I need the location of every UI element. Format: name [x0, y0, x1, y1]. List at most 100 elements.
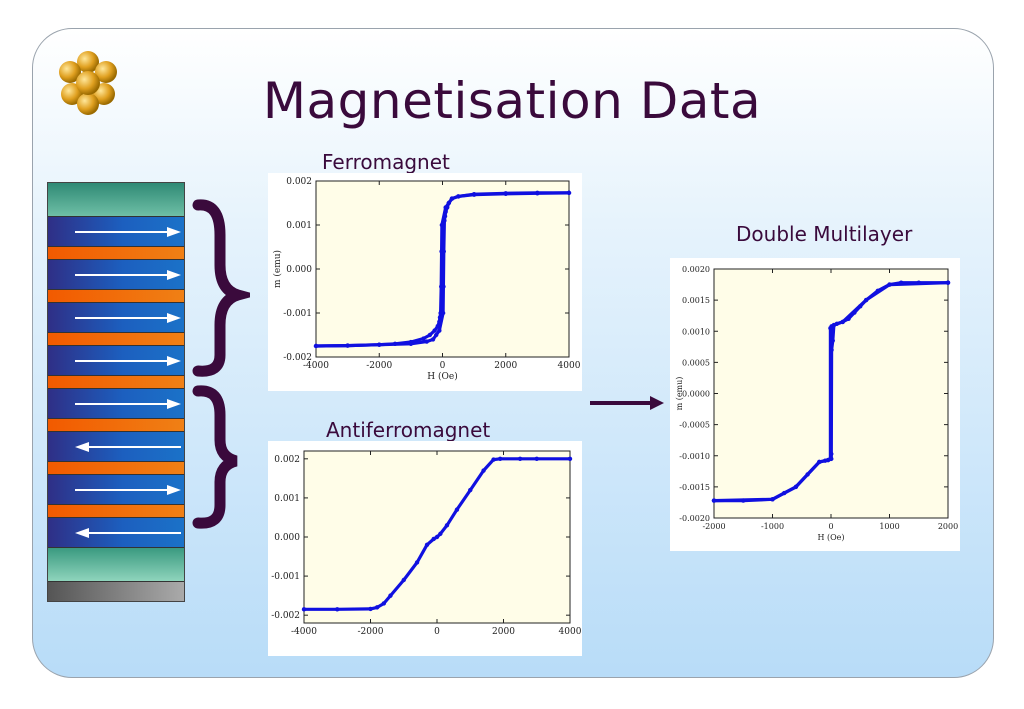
data-point [481, 468, 486, 473]
data-point [408, 341, 414, 346]
lower-brace-icon [192, 385, 238, 529]
y-tick-label: 0.0005 [682, 358, 710, 367]
data-point [517, 456, 523, 462]
data-point [377, 342, 382, 347]
x-tick-label: -2000 [366, 361, 392, 371]
y-tick-label: 0.002 [274, 455, 300, 465]
magnetic-layer [48, 260, 184, 290]
upper-brace-icon [192, 199, 250, 377]
x-axis-label: H (Oe) [427, 371, 457, 382]
x-tick-label: 0 [828, 522, 833, 531]
substrate-layer [48, 582, 184, 601]
x-tick-label: -4000 [303, 361, 329, 371]
data-point [388, 593, 393, 598]
data-point [446, 200, 452, 206]
data-point [313, 343, 319, 349]
data-point [829, 347, 834, 353]
x-tick-label: -2000 [702, 522, 725, 531]
data-point [381, 601, 386, 606]
spacer-layer [48, 419, 184, 432]
magnetic-layer [48, 346, 184, 376]
arrow-right-icon [75, 399, 181, 409]
double-multilayer-chart-panel: -2000 -1000 0 1000 2000 -0.0020 -0.0015 -0.0010… [670, 258, 960, 551]
cap-layer [48, 548, 184, 582]
data-point [887, 282, 892, 287]
x-tick-label: -1000 [761, 522, 784, 531]
data-point [945, 280, 951, 285]
data-series-line [315, 191, 570, 348]
data-point [301, 607, 307, 612]
data-point [471, 192, 477, 197]
data-point [449, 196, 455, 201]
spacer-layer [48, 333, 184, 346]
y-tick-label: -0.0010 [679, 452, 710, 461]
caption-double-multilayer: Double Multilayer [736, 222, 913, 246]
x-tick-label: 4000 [559, 627, 582, 637]
y-tick-label: 0.0015 [682, 296, 710, 305]
data-point [840, 319, 845, 325]
data-point [829, 451, 834, 457]
data-point [817, 459, 822, 465]
data-point [831, 322, 837, 328]
data-point [433, 332, 439, 338]
x-tick-label: -2000 [358, 627, 384, 637]
y-tick-label: -0.001 [271, 572, 300, 582]
y-tick-label: -0.0005 [679, 421, 710, 430]
data-point [424, 542, 430, 548]
caption-ferromagnet: Ferromagnet [322, 150, 450, 174]
y-tick-label: -0.001 [283, 309, 312, 319]
data-point [430, 337, 436, 342]
arrow-right-icon [75, 313, 181, 323]
data-point [442, 214, 448, 219]
y-tick-label: 0.0020 [682, 265, 710, 274]
spacer-layer [48, 376, 184, 389]
data-point [825, 457, 831, 463]
brace-icons [192, 199, 250, 529]
magnetic-layer [48, 389, 184, 419]
magnetic-layer [48, 303, 184, 333]
y-axis-label: m (emu) [675, 377, 684, 411]
x-axis-label: H (Oe) [817, 533, 844, 542]
y-tick-label: 0.001 [286, 221, 312, 231]
magnetic-layer [48, 432, 184, 462]
y-tick-label: 0.001 [274, 494, 300, 504]
data-series-line [713, 281, 949, 503]
data-point [434, 534, 440, 540]
arrow-right-icon [75, 270, 181, 280]
caption-antiferromagnet: Antiferromagnet [326, 418, 491, 442]
data-point [437, 328, 442, 333]
x-tick-label: 2000 [938, 522, 958, 531]
x-tick-label: 0 [440, 361, 446, 371]
y-tick-label: 0.000 [274, 533, 300, 543]
ferromagnet-chart-panel: -4000 -2000 0 2000 4000 -0.002 -0.001 0.000 0.00… [268, 173, 582, 391]
spacer-layer [48, 462, 184, 475]
data-point [368, 606, 373, 612]
data-point [441, 284, 446, 289]
ferromagnet-chart: -4000 -2000 0 2000 4000 -0.002 -0.001 0.000 0.00… [272, 177, 581, 382]
data-point [497, 456, 503, 462]
double-multilayer-chart: -2000 -1000 0 1000 2000 -0.0020 -0.0015 -0.0010… [675, 265, 958, 542]
data-point [401, 577, 406, 583]
data-point [421, 336, 426, 341]
x-tick-label: 2000 [494, 361, 517, 371]
y-tick-label: 0.0000 [682, 390, 710, 399]
data-point [456, 194, 461, 199]
y-tick-label: -0.002 [271, 611, 300, 621]
y-tick-label: 0.002 [286, 177, 312, 187]
antiferromagnet-chart-panel: -4000 -2000 0 2000 4000 -0.002 -0.001 0.000 0.00… [268, 441, 582, 656]
data-point [830, 338, 835, 343]
x-tick-label: 4000 [558, 361, 581, 371]
spacer-layer [48, 247, 184, 260]
data-point [535, 191, 540, 196]
data-point [442, 218, 447, 223]
data-point [567, 456, 573, 462]
y-axis-label: m (emu) [272, 250, 283, 288]
y-tick-label: -0.002 [283, 353, 312, 363]
data-point [863, 297, 869, 303]
antiferromagnet-chart: -4000 -2000 0 2000 4000 -0.002 -0.001 0.000 0.00… [271, 450, 582, 637]
atom-cluster-logo [59, 51, 117, 115]
arrow-right-icon [75, 227, 181, 237]
x-tick-label: -4000 [291, 627, 317, 637]
data-point [431, 536, 436, 542]
y-tick-label: 0.000 [286, 265, 312, 275]
